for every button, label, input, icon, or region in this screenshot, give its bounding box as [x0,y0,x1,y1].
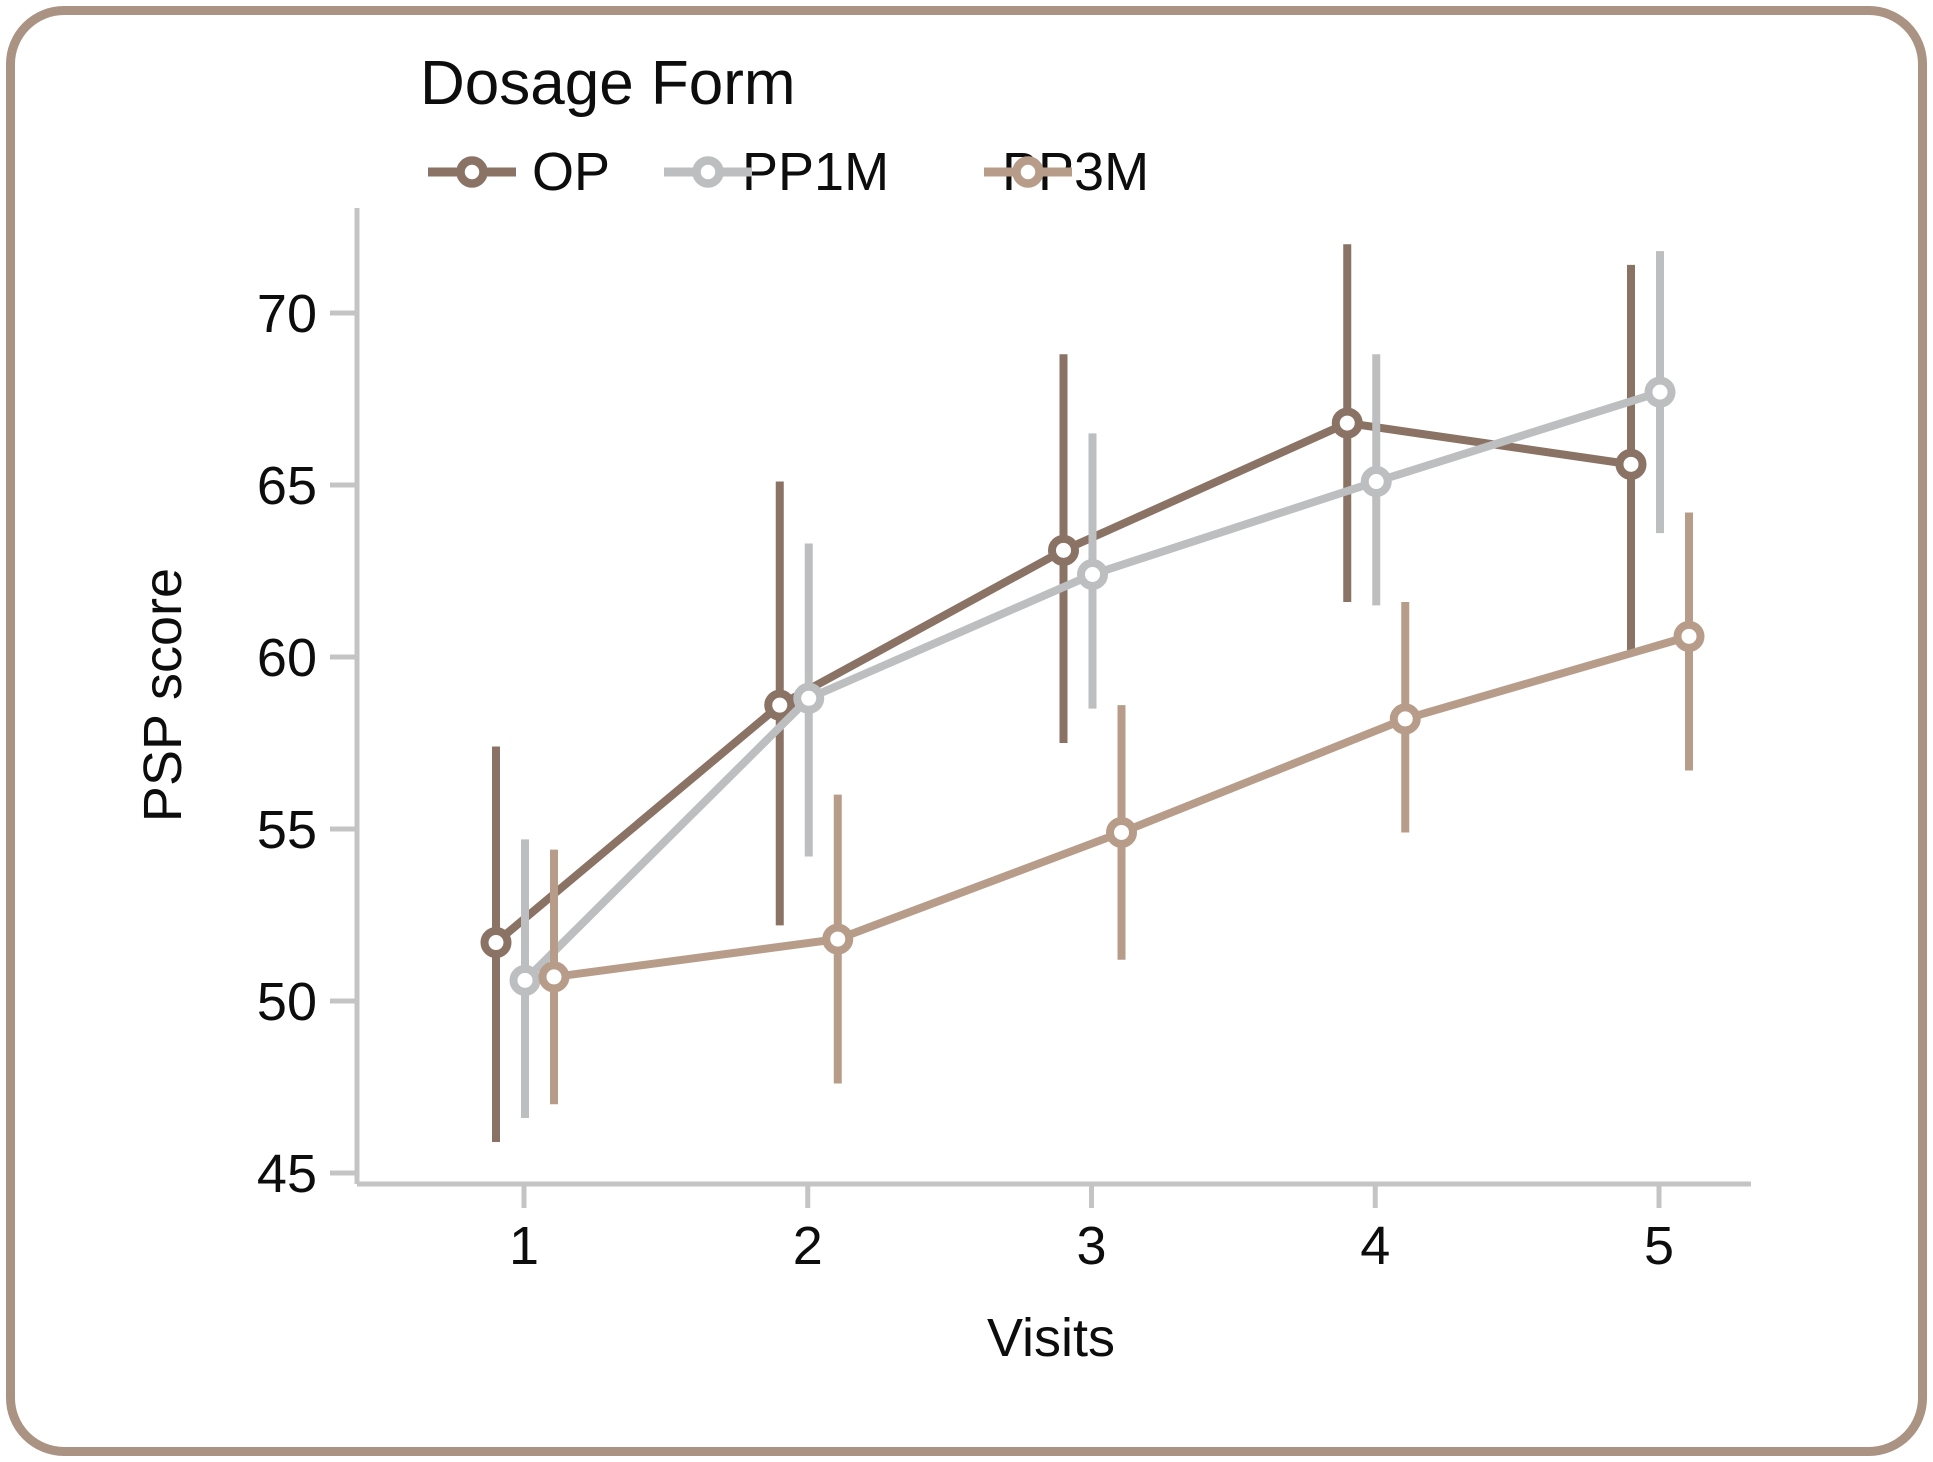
legend-marker-circle [456,156,488,188]
legend-marker-pp1m [664,156,752,188]
data-point-pp1m-visit-5 [1644,376,1676,408]
y-tick-label: 60 [257,628,317,688]
x-tick-label: 5 [1644,1216,1674,1276]
y-tick-label: 50 [257,972,317,1032]
data-point-op-visit-5 [1615,448,1647,480]
x-axis-label: Visits [986,1308,1116,1368]
data-point-pp3m-visit-4 [1389,703,1421,735]
legend-marker-pp3m [984,156,1072,188]
data-point-pp1m-visit-2 [793,682,825,714]
legend-marker-circle [692,156,724,188]
legend-title: Dosage Form [420,49,796,118]
x-tick-label: 4 [1360,1216,1390,1276]
x-tick-label: 1 [509,1216,539,1276]
data-point-pp1m-visit-3 [1077,558,1108,590]
data-point-pp1m-visit-1 [509,964,541,996]
data-point-pp1m-visit-4 [1360,466,1392,498]
y-tick-label: 65 [257,456,317,516]
x-tick-label: 2 [793,1216,823,1276]
legend-label-op: OP [532,142,611,202]
data-point-op-visit-4 [1331,407,1363,439]
y-tick-label: 70 [257,284,317,344]
y-tick-label: 55 [257,800,317,860]
data-point-op-visit-2 [764,689,796,721]
data-point-pp3m-visit-2 [822,923,854,955]
data-point-pp3m-visit-1 [538,961,570,993]
legend-marker-op [428,156,516,188]
legend-label-pp1m: PP1M [742,142,890,202]
legend-marker-circle [1012,156,1044,188]
x-tick-label: 3 [1076,1216,1106,1276]
data-point-op-visit-1 [480,927,512,959]
data-point-pp3m-visit-3 [1106,816,1137,848]
data-point-pp3m-visit-5 [1673,620,1705,652]
data-point-op-visit-3 [1048,534,1079,566]
y-axis-label: PSP score [133,567,193,823]
y-tick-label: 45 [257,1144,317,1204]
